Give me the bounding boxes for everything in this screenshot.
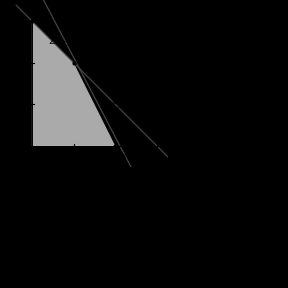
Text: y: y — [34, 0, 40, 4]
Text: x+y=12: x+y=12 — [105, 99, 142, 109]
Text: (0,12): (0,12) — [0, 16, 13, 25]
Text: (4,8): (4,8) — [78, 55, 99, 64]
Text: x: x — [168, 149, 174, 158]
Text: (8,0): (8,0) — [105, 154, 126, 163]
Polygon shape — [32, 21, 115, 146]
Text: 2x+y=16: 2x+y=16 — [49, 37, 91, 46]
